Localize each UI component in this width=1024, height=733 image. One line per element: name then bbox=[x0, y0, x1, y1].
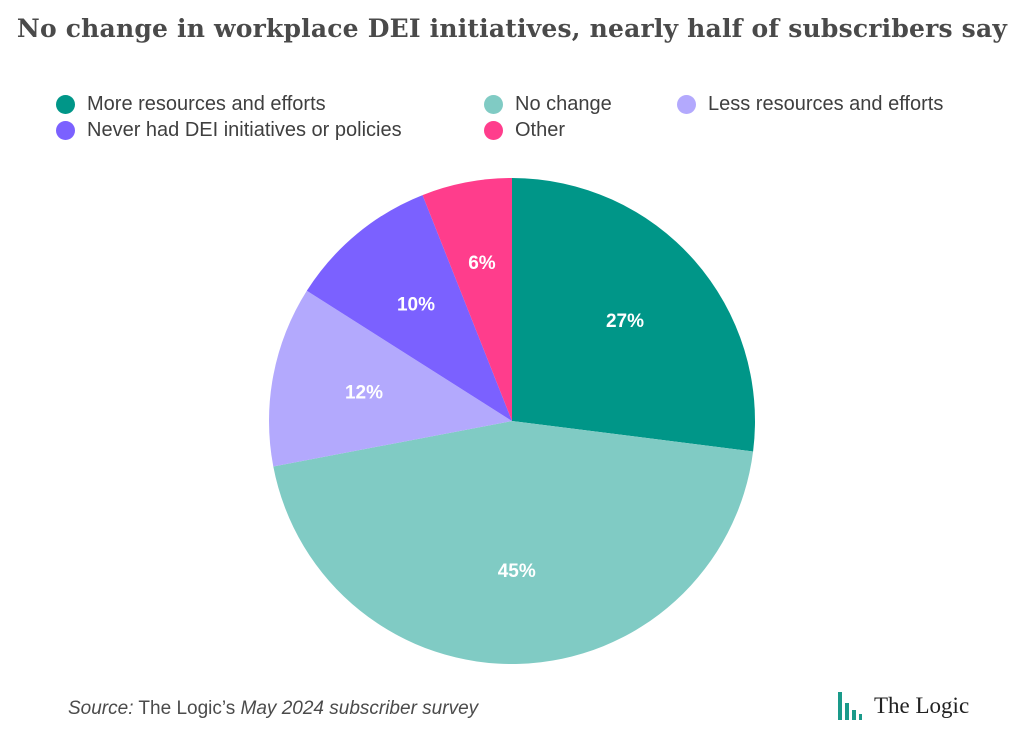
legend-swatch-other bbox=[484, 121, 503, 140]
legend-item-other: Other bbox=[484, 119, 565, 142]
pie-slice-more-resources bbox=[512, 178, 755, 452]
legend-item-never-had: Never had DEI initiatives or policies bbox=[56, 119, 402, 142]
brand-name: The Logic bbox=[874, 693, 970, 718]
legend-item-more-resources: More resources and efforts bbox=[56, 93, 326, 116]
source-note: Source: The Logic’s May 2024 subscriber … bbox=[68, 698, 478, 720]
legend-label-other: Other bbox=[515, 119, 566, 141]
pie-slice-other bbox=[422, 178, 512, 421]
source-survey: May 2024 subscriber survey bbox=[240, 698, 479, 719]
pie-label-less-resources: 12% bbox=[345, 382, 383, 403]
pie-slice-no-change bbox=[273, 421, 754, 664]
legend-label-more-resources: More resources and efforts bbox=[87, 93, 326, 115]
pie-label-never-had: 10% bbox=[397, 294, 435, 315]
chart-legend: More resources and efforts No change Les… bbox=[0, 0, 1024, 160]
brand-logo: The Logic bbox=[838, 692, 969, 720]
legend-swatch-more-resources bbox=[56, 95, 75, 114]
legend-label-never-had: Never had DEI initiatives or policies bbox=[87, 119, 402, 141]
source-publication: The Logic’s bbox=[138, 698, 241, 719]
pie-label-more-resources: 27% bbox=[606, 311, 644, 332]
legend-label-less-resources: Less resources and efforts bbox=[708, 93, 944, 115]
chart-title: No change in workplace DEI initiatives, … bbox=[16, 14, 1008, 43]
legend-swatch-no-change bbox=[484, 95, 503, 114]
pie-label-other: 6% bbox=[468, 253, 496, 274]
pie-slice-less-resources bbox=[268, 290, 512, 467]
legend-swatch-less-resources bbox=[677, 95, 696, 114]
pie-label-no-change: 45% bbox=[498, 561, 536, 582]
legend-label-no-change: No change bbox=[515, 93, 612, 115]
legend-item-no-change: No change bbox=[484, 93, 612, 116]
source-prefix: Source: bbox=[68, 698, 134, 719]
the-logic-logo-icon bbox=[838, 692, 862, 720]
pie-slice-never-had bbox=[306, 195, 512, 421]
legend-swatch-never-had bbox=[56, 121, 75, 140]
legend-item-less-resources: Less resources and efforts bbox=[677, 93, 943, 116]
